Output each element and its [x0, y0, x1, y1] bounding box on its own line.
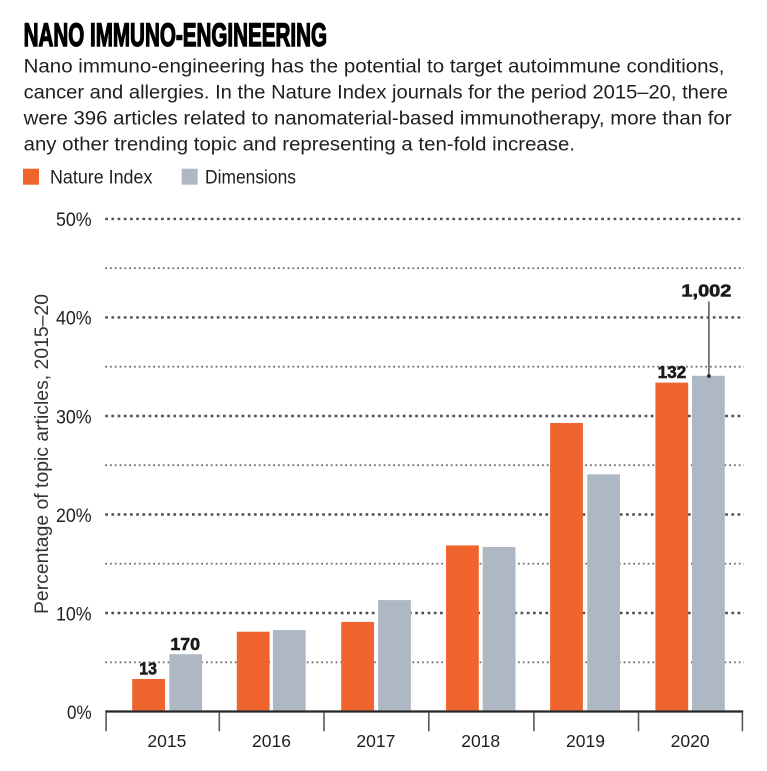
svg-text:NANO IMMUNO-ENGINEERING: NANO IMMUNO-ENGINEERING — [24, 17, 327, 53]
svg-text:2015: 2015 — [147, 731, 186, 751]
svg-text:Percentage of topic articles,: Percentage of topic articles, 2015–20 — [32, 294, 53, 614]
svg-text:20%: 20% — [56, 506, 92, 527]
svg-text:Nano immuno-engineering has th: Nano immuno-engineering has the potentia… — [24, 56, 725, 77]
svg-text:2018: 2018 — [461, 731, 500, 751]
svg-text:170: 170 — [170, 634, 200, 654]
svg-text:2020: 2020 — [671, 731, 710, 751]
svg-text:2016: 2016 — [252, 731, 291, 751]
svg-text:30%: 30% — [56, 407, 92, 428]
svg-text:any other trending topic and r: any other trending topic and representin… — [24, 135, 575, 156]
svg-text:were 396 articles related to n: were 396 articles related to nanomateria… — [23, 109, 733, 130]
svg-text:10%: 10% — [56, 604, 92, 625]
svg-text:Nature Index: Nature Index — [50, 168, 153, 189]
svg-text:cancer and allergies. In the N: cancer and allergies. In the Nature Inde… — [24, 83, 728, 104]
svg-text:Dimensions: Dimensions — [205, 168, 296, 189]
svg-text:1,002: 1,002 — [681, 280, 731, 300]
svg-text:0%: 0% — [67, 703, 92, 724]
svg-text:2017: 2017 — [356, 731, 395, 751]
svg-text:2019: 2019 — [566, 731, 605, 751]
svg-text:50%: 50% — [56, 210, 92, 231]
svg-text:40%: 40% — [56, 309, 92, 330]
svg-text:132: 132 — [658, 362, 687, 382]
svg-text:13: 13 — [139, 658, 157, 678]
